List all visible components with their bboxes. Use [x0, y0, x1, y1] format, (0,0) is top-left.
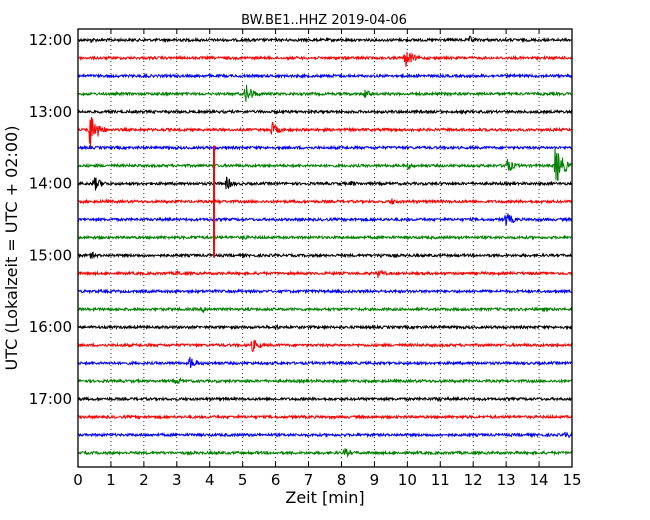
seismogram-trace: [77, 35, 573, 44]
y-tick-label: 14:00: [29, 175, 72, 193]
seismogram-trace: [77, 148, 573, 182]
seismogram-trace: [77, 340, 573, 353]
seismogram-trace: [77, 84, 573, 102]
seismogram-trace: [77, 288, 573, 295]
x-tick-label: 2: [139, 471, 149, 489]
seismogram-trace: [77, 213, 573, 226]
x-tick-label: 3: [172, 471, 182, 489]
y-tick-label: 17:00: [29, 390, 72, 408]
y-tick-label: 15:00: [29, 246, 72, 264]
x-tick-label: 8: [337, 471, 347, 489]
seismogram-trace: [77, 198, 573, 206]
seismogram-trace: [77, 269, 573, 279]
seismogram-trace: [77, 176, 573, 191]
x-tick-label: 15: [562, 471, 581, 489]
seismogram-trace: [77, 144, 573, 151]
plot-frame: [77, 28, 573, 468]
seismogram-trace: [77, 323, 573, 331]
seismogram-trace: [77, 376, 573, 385]
x-tick-label: 6: [271, 471, 281, 489]
x-tick-label: 9: [370, 471, 380, 489]
seismogram-trace: [77, 413, 573, 421]
x-axis-ticks: 0 1 2 3 4 5 6 7 8 9 10 11 12 13 14 15: [73, 29, 582, 489]
x-tick-label: 14: [530, 471, 549, 489]
y-tick-label: 12:00: [29, 31, 72, 49]
seismogram-trace: [77, 356, 573, 368]
x-tick-label: 5: [238, 471, 248, 489]
x-tick-label: 13: [497, 471, 516, 489]
chart-title: BW.BE1..HHZ 2019-04-06: [241, 13, 407, 28]
seismogram-trace: [77, 448, 573, 458]
y-tick-label: 13:00: [29, 103, 72, 121]
y-axis-ticks: 12:00 13:00 14:00 15:00 16:00 17:00: [29, 31, 572, 408]
x-tick-label: 10: [398, 471, 417, 489]
x-tick-label: 12: [464, 471, 483, 489]
x-tick-label: 11: [431, 471, 450, 489]
seismogram-trace: [77, 431, 573, 439]
seismogram-trace: [77, 234, 573, 241]
seismogram-trace: [77, 108, 573, 115]
x-tick-label: 4: [205, 471, 215, 489]
x-tick-label: 1: [106, 471, 116, 489]
seismogram-trace: [77, 51, 573, 67]
seismogram-trace: [77, 72, 573, 80]
y-tick-label: 16:00: [29, 318, 72, 336]
x-tick-label: 7: [304, 471, 314, 489]
y-axis-label: UTC (Lokalzeit = UTC + 02:00): [2, 126, 21, 371]
seismogram-trace: [77, 251, 573, 259]
seismogram-trace: [77, 395, 573, 403]
seismogram-traces: [77, 35, 573, 458]
x-axis-label: Zeit [min]: [285, 488, 364, 507]
seismogram-trace: [77, 305, 573, 313]
seismogram-trace: [77, 116, 573, 149]
x-tick-label: 0: [73, 471, 83, 489]
